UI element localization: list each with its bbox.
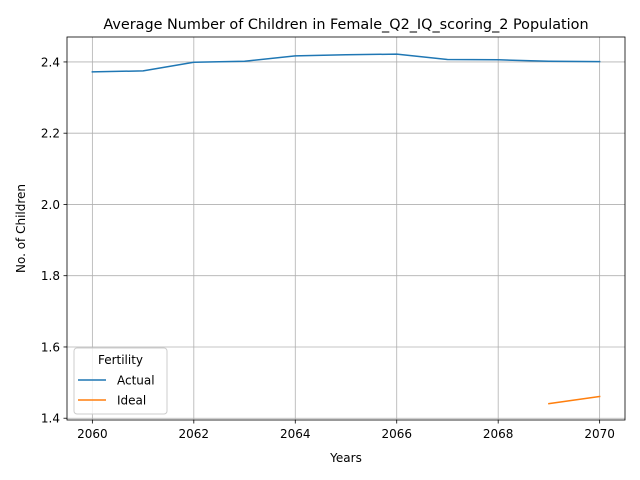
legend-box — [73, 347, 168, 415]
legend-label-actual: Actual — [117, 374, 155, 388]
series-line-actual — [91, 53, 601, 73]
x-tick-label: 2062 — [179, 427, 210, 441]
grid — [67, 37, 625, 420]
x-tick-label: 2064 — [280, 427, 311, 441]
y-tick-label: 1.8 — [41, 269, 60, 283]
y-tick-label: 1.6 — [41, 340, 60, 354]
y-tick-label: 2.2 — [41, 127, 60, 141]
x-tick-label: 2070 — [584, 427, 615, 441]
x-axis-label: Years — [329, 451, 362, 465]
plot-frame — [66, 36, 626, 421]
series-line-ideal — [548, 395, 601, 405]
y-tick-label: 1.4 — [41, 412, 60, 426]
x-tick-label: 2068 — [483, 427, 514, 441]
x-tick-label: 2060 — [77, 427, 108, 441]
chart-title: Average Number of Children in Female_Q2_… — [103, 17, 588, 33]
y-tick-label: 2.0 — [41, 198, 60, 212]
x-tick-label: 2066 — [381, 427, 412, 441]
x-axis-ticks: 2060 2062 2064 2066 2068 2070 — [77, 420, 615, 441]
y-axis-label: No. of Children — [14, 184, 28, 273]
legend-label-ideal: Ideal — [117, 394, 146, 408]
legend: Fertility Actual Ideal — [73, 347, 168, 415]
y-tick-label: 2.4 — [41, 55, 60, 69]
legend-title: Fertility — [98, 353, 143, 367]
y-axis-ticks: 1.4 1.6 1.8 2.0 2.2 2.4 — [41, 55, 67, 426]
series-lines — [91, 53, 601, 405]
